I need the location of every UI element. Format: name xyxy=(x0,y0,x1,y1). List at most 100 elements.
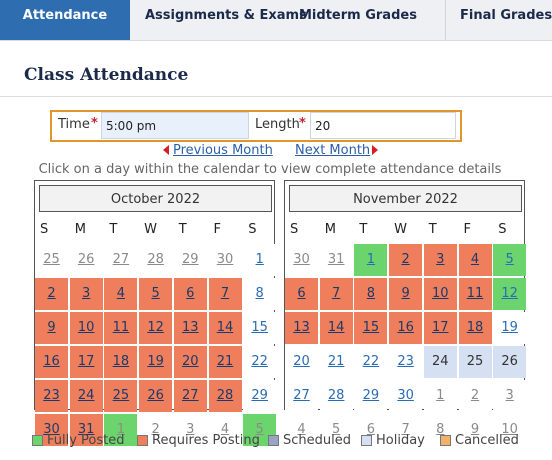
calendar-day[interactable]: 21 xyxy=(208,346,242,378)
calendar-day[interactable]: 4 xyxy=(458,244,492,276)
calendar-day[interactable]: 14 xyxy=(319,312,353,344)
calendar-day[interactable]: 22 xyxy=(243,346,277,378)
calendar-title: November 2022 xyxy=(289,185,522,212)
calendar-day[interactable]: 3 xyxy=(493,380,527,412)
calendar-day[interactable]: 3 xyxy=(69,278,103,310)
calendar-day[interactable]: 9 xyxy=(458,414,492,446)
next-arrow[interactable] xyxy=(372,145,378,155)
calendar-day[interactable]: 15 xyxy=(243,312,277,344)
calendar-day[interactable]: 10 xyxy=(423,278,457,310)
legend-label: Scheduled xyxy=(283,433,351,448)
calendar-day[interactable]: 13 xyxy=(285,312,318,344)
calendar-day[interactable]: 25 xyxy=(458,346,492,378)
form-box xyxy=(50,110,462,142)
calendar-day[interactable]: 1 xyxy=(423,380,457,412)
calendar-day[interactable]: 7 xyxy=(319,278,353,310)
calendar-day[interactable]: 27 xyxy=(104,244,138,276)
calendar-day[interactable]: 5 xyxy=(493,244,527,276)
previous-month-link[interactable]: Previous Month xyxy=(173,143,273,158)
calendar-day[interactable]: 20 xyxy=(173,346,207,378)
calendar-day[interactable]: 2 xyxy=(389,244,423,276)
calendar-day[interactable]: 5 xyxy=(139,278,173,310)
calendar-day[interactable]: 28 xyxy=(208,380,242,412)
calendar-day[interactable]: 31 xyxy=(319,244,353,276)
divider xyxy=(0,96,552,97)
calendar-day[interactable]: 26 xyxy=(493,346,527,378)
calendar-day[interactable]: 6 xyxy=(285,278,318,310)
calendar-day[interactable]: 4 xyxy=(285,414,318,446)
calendar-day[interactable]: 1 xyxy=(104,414,138,446)
calendar-day[interactable]: 5 xyxy=(319,414,353,446)
calendar-day[interactable]: 3 xyxy=(423,244,457,276)
calendar-day[interactable]: 6 xyxy=(173,278,207,310)
calendar-day[interactable]: 7 xyxy=(208,278,242,310)
calendar-day[interactable]: 30 xyxy=(285,244,318,276)
calendar-day[interactable]: 14 xyxy=(208,312,242,344)
calendar-day[interactable]: 20 xyxy=(285,346,318,378)
calendar-day[interactable]: 23 xyxy=(35,380,68,412)
prev-arrow[interactable] xyxy=(163,145,169,155)
calendar-day[interactable]: 12 xyxy=(493,278,527,310)
calendar-day[interactable]: 17 xyxy=(423,312,457,344)
calendar-day[interactable]: 4 xyxy=(104,278,138,310)
calendar-day[interactable]: 1 xyxy=(243,244,277,276)
calendar-day[interactable]: 24 xyxy=(423,346,457,378)
calendar-day[interactable]: 18 xyxy=(458,312,492,344)
calendar-day[interactable]: 16 xyxy=(35,346,68,378)
calendar-day[interactable]: 28 xyxy=(139,244,173,276)
calendar-day[interactable]: 11 xyxy=(104,312,138,344)
calendar-day[interactable]: 17 xyxy=(69,346,103,378)
calendar-day[interactable]: 10 xyxy=(69,312,103,344)
calendar-day[interactable]: 22 xyxy=(354,346,388,378)
length-input[interactable]: 20 xyxy=(310,112,456,139)
next-month-link[interactable]: Next Month xyxy=(295,143,371,158)
calendar-day[interactable]: 8 xyxy=(243,278,277,310)
time-input[interactable]: 5:00 pm xyxy=(101,112,249,139)
calendar-day[interactable]: 11 xyxy=(458,278,492,310)
calendar-day[interactable]: 30 xyxy=(208,244,242,276)
calendar-day[interactable]: 2 xyxy=(35,278,68,310)
calendar-day[interactable]: 1 xyxy=(354,244,388,276)
calendar-day[interactable]: 23 xyxy=(389,346,423,378)
calendar-day[interactable]: 19 xyxy=(493,312,527,344)
calendar-day[interactable]: 9 xyxy=(35,312,68,344)
calendar-day[interactable]: 30 xyxy=(389,380,423,412)
calendar-day[interactable]: 26 xyxy=(139,380,173,412)
calendar-day[interactable]: 16 xyxy=(389,312,423,344)
tab[interactable]: Assignments & Exams xyxy=(145,8,307,23)
tab[interactable]: Attendance xyxy=(0,0,130,40)
calendar-day[interactable]: 4 xyxy=(208,414,242,446)
calendar-day[interactable]: 9 xyxy=(389,278,423,310)
calendar-day[interactable]: 13 xyxy=(173,312,207,344)
calendar-day[interactable]: 29 xyxy=(243,380,277,412)
tab[interactable]: Midterm Grades xyxy=(299,8,417,23)
calendar-day[interactable]: 31 xyxy=(69,414,103,446)
legend-swatch xyxy=(361,435,372,446)
calendar-day[interactable]: 8 xyxy=(354,278,388,310)
calendar-day[interactable]: 24 xyxy=(69,380,103,412)
legend-label: Requires Posting xyxy=(152,433,260,448)
calendar-day[interactable]: 27 xyxy=(173,380,207,412)
weekday: M xyxy=(74,222,86,237)
tab[interactable]: Final Grades xyxy=(460,8,552,23)
weekday: S xyxy=(498,222,507,237)
calendar-day[interactable]: 27 xyxy=(285,380,318,412)
calendar-day[interactable]: 7 xyxy=(389,414,423,446)
calendar-day[interactable]: 25 xyxy=(104,380,138,412)
calendar-day[interactable]: 19 xyxy=(139,346,173,378)
calendar-day[interactable]: 28 xyxy=(319,380,353,412)
calendar-day[interactable]: 29 xyxy=(354,380,388,412)
calendar-day[interactable]: 29 xyxy=(173,244,207,276)
calendar-day[interactable]: 15 xyxy=(354,312,388,344)
instructions: Click on a day within the calendar to vi… xyxy=(38,162,502,177)
calendar-day[interactable]: 3 xyxy=(173,414,207,446)
weekday: S xyxy=(290,222,299,237)
calendar-day[interactable]: 2 xyxy=(458,380,492,412)
calendar-day[interactable]: 18 xyxy=(104,346,138,378)
calendar-day[interactable]: 25 xyxy=(35,244,68,276)
calendar-day[interactable]: 10 xyxy=(493,414,527,446)
calendar-day[interactable]: 26 xyxy=(69,244,103,276)
calendar-day[interactable]: 12 xyxy=(139,312,173,344)
calendar-day[interactable]: 21 xyxy=(319,346,353,378)
